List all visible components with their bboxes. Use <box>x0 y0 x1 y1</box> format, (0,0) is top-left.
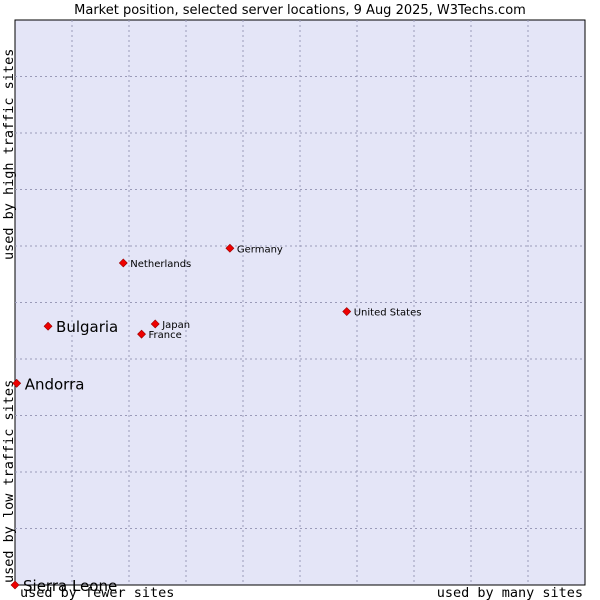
x-axis-label-left: used by fewer sites <box>20 585 174 600</box>
data-points: Germany Netherlands United States JapanFran… <box>10 243 422 595</box>
label-germany: Germany <box>237 244 283 255</box>
point-sierra-leone[interactable]: Sierra Leone <box>10 577 117 595</box>
point-netherlands[interactable]: Netherlands <box>118 258 191 270</box>
marker-japan[interactable] <box>150 319 160 329</box>
label-netherlands: Netherlands <box>130 259 191 270</box>
marker-france[interactable] <box>137 329 146 339</box>
label-sierra-leone: Sierra Leone <box>23 577 117 595</box>
chart-title: Market position, selected server locatio… <box>74 3 526 18</box>
label-united-states: United States <box>354 308 422 319</box>
marker-andorra[interactable] <box>12 378 22 388</box>
y-axis-label-bottom: used by low traffic sites <box>1 380 17 583</box>
marker-united-states[interactable] <box>342 307 352 316</box>
point-france[interactable]: France <box>137 329 182 341</box>
y-axis-label-top: used by high traffic sites <box>1 49 17 260</box>
point-andorra[interactable]: Andorra <box>12 375 85 393</box>
label-japan: Japan <box>161 320 190 331</box>
grid-lines <box>15 20 585 585</box>
label-andorra: Andorra <box>25 375 85 393</box>
marker-germany[interactable] <box>225 243 235 253</box>
x-axis-label-right: used by many sites <box>437 585 583 600</box>
point-japan[interactable]: Japan <box>150 319 190 331</box>
point-united-states[interactable]: United States <box>342 307 422 319</box>
marker-netherlands[interactable] <box>118 258 128 268</box>
label-france: France <box>149 330 182 341</box>
marker-bulgaria[interactable] <box>43 321 53 331</box>
point-bulgaria[interactable]: Bulgaria <box>43 318 118 336</box>
label-bulgaria: Bulgaria <box>56 318 118 336</box>
point-germany[interactable]: Germany <box>225 243 283 255</box>
marker-sierra-leone[interactable] <box>10 580 20 590</box>
